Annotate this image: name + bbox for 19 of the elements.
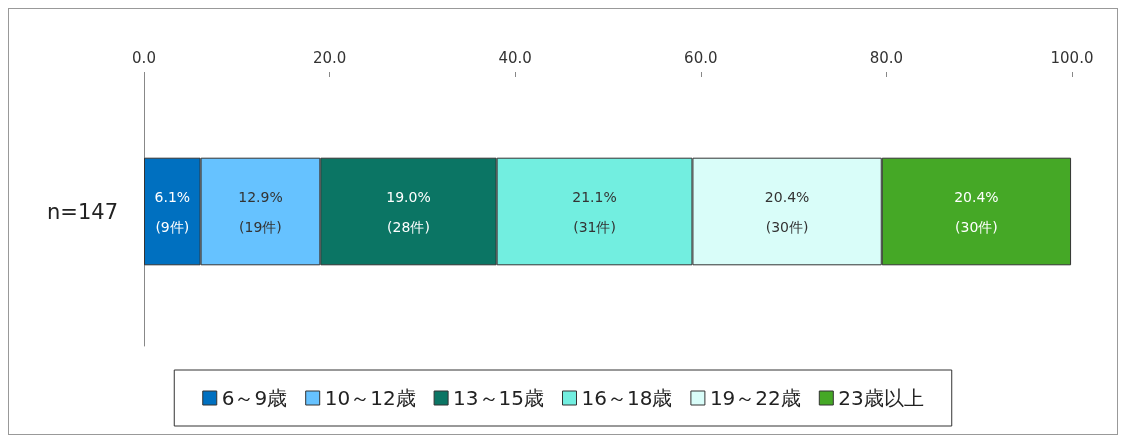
x-tick-label: 60.0 bbox=[684, 48, 718, 67]
data-label: 20.4% (30件) bbox=[954, 188, 999, 235]
legend-label: 13～15歳 bbox=[453, 386, 545, 410]
x-tick-label: 0.0 bbox=[132, 48, 156, 67]
legend-label: 6～9歳 bbox=[221, 386, 288, 410]
y-tick-label: n=147 bbox=[47, 199, 118, 224]
legend-label: 16～18歳 bbox=[581, 386, 673, 410]
legend-label: 23歳以上 bbox=[838, 386, 924, 410]
data-label: 12.9% (19件) bbox=[238, 188, 283, 235]
x-tick-label: 100.0 bbox=[1050, 48, 1094, 67]
x-tick-label: 80.0 bbox=[869, 48, 904, 67]
legend-label: 19～22歳 bbox=[709, 386, 801, 410]
x-tick-label: 20.0 bbox=[312, 48, 347, 67]
data-label: 19.0% (28件) bbox=[386, 188, 431, 235]
data-label: 21.1% (31件) bbox=[572, 188, 617, 235]
legend-label: 10～12歳 bbox=[324, 386, 416, 410]
data-label: 20.4% (30件) bbox=[764, 188, 810, 235]
data-label: 6.1% (9件) bbox=[154, 188, 191, 235]
x-tick-label: 40.0 bbox=[498, 48, 532, 67]
